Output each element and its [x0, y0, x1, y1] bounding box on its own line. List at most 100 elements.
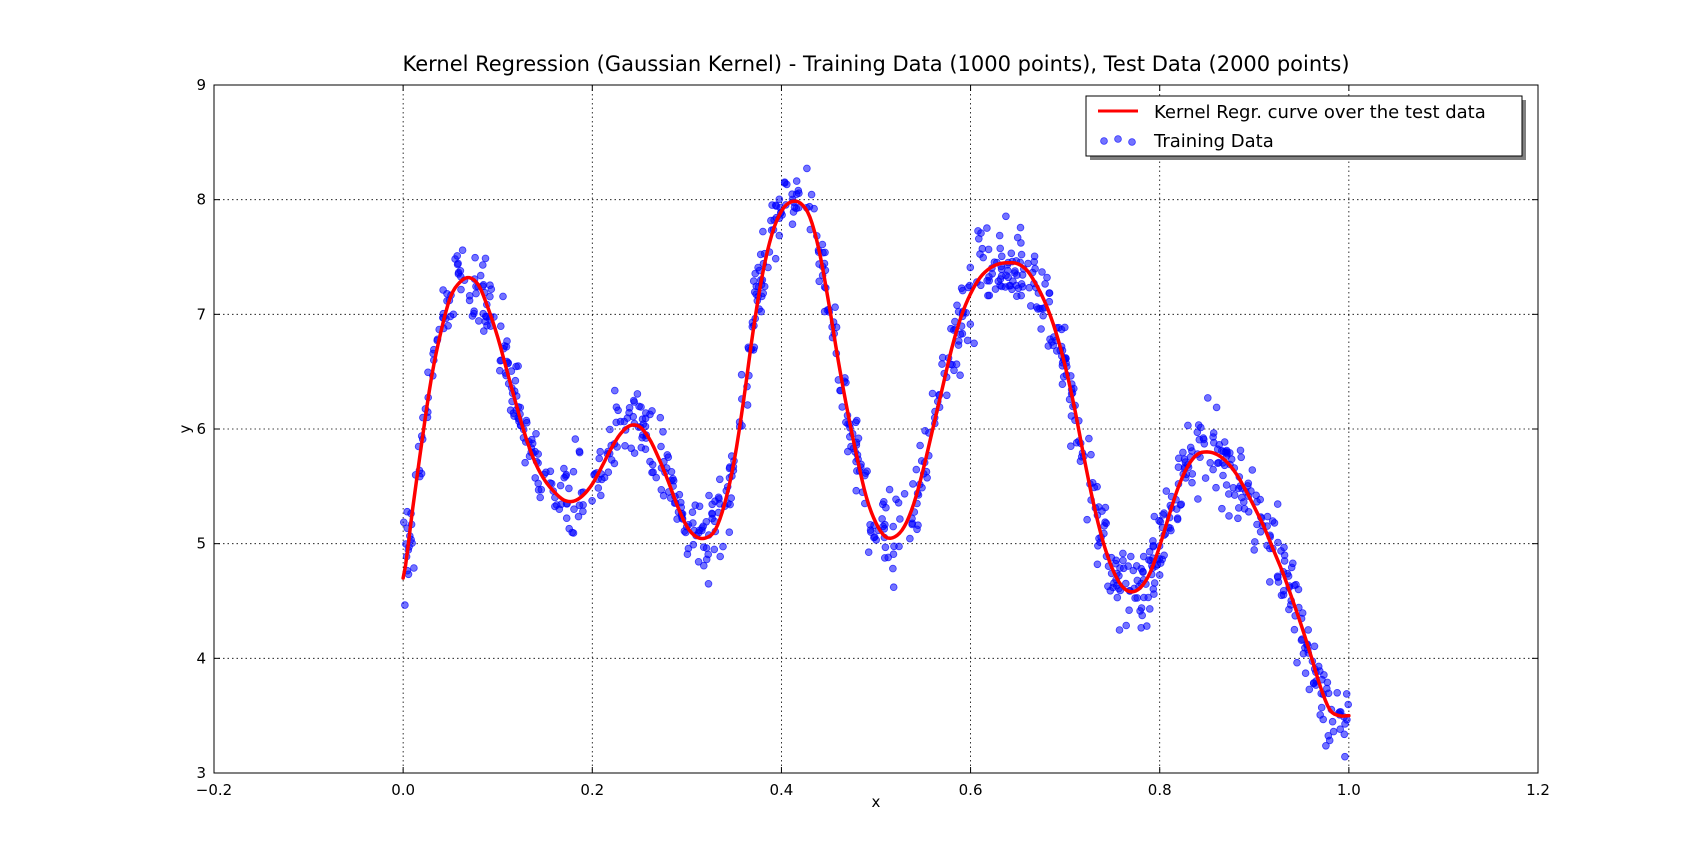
training-data-point [789, 208, 798, 216]
training-data-point [1251, 538, 1259, 546]
training-data-point [664, 453, 673, 462]
training-data-point [1324, 689, 1333, 698]
training-data-point [1290, 625, 1299, 634]
y-axis-ticks: 3 4 5 6 7 8 9 [196, 76, 1538, 782]
training-data-point [689, 540, 698, 549]
training-data-point [1230, 491, 1239, 499]
training-data-point [976, 281, 985, 290]
chart-title: Kernel Regression (Gaussian Kernel) - Tr… [402, 52, 1349, 76]
training-data-point [956, 371, 964, 380]
training-data-point [775, 195, 784, 204]
training-data-point [889, 583, 898, 591]
training-data-point [481, 317, 490, 326]
training-data-point [1210, 438, 1218, 447]
training-data-point [565, 484, 573, 493]
training-data-point [889, 522, 897, 531]
training-data-point [1227, 455, 1236, 464]
training-data-point [1162, 487, 1171, 495]
training-data-point [1294, 585, 1303, 594]
training-data-point [1209, 429, 1218, 437]
training-data-point [1287, 563, 1296, 572]
training-data-point [604, 468, 613, 477]
training-data-point [1248, 466, 1257, 474]
x-tick-label: −0.2 [196, 781, 232, 799]
y-tick-label: 8 [196, 191, 206, 209]
training-data-point [562, 514, 571, 522]
training-data-point [1017, 250, 1026, 259]
training-data-point [1002, 271, 1010, 280]
training-data-point [556, 481, 565, 490]
training-data-point [704, 550, 712, 559]
training-data-point [1240, 504, 1249, 513]
training-data-point [1010, 269, 1019, 277]
training-data-point [1025, 283, 1034, 292]
training-data-point [821, 248, 829, 257]
training-data-point [552, 501, 561, 509]
training-data-point [743, 401, 752, 409]
training-data-point [1344, 700, 1352, 709]
training-data-point [1341, 752, 1349, 761]
training-data-point [1209, 465, 1217, 474]
x-tick-label: 0.2 [580, 781, 604, 799]
training-data-point [882, 503, 890, 512]
training-data-point [1173, 515, 1182, 524]
training-data-point [1310, 642, 1319, 651]
training-data-point [759, 227, 767, 236]
training-data-point [1293, 658, 1301, 667]
training-data-point [1229, 483, 1238, 492]
training-data-point [522, 416, 531, 425]
training-data-point [1236, 446, 1245, 455]
training-data-point [1268, 517, 1277, 525]
training-data-point [496, 322, 505, 331]
training-data-point [534, 479, 542, 488]
training-data-point [985, 276, 993, 285]
training-data-point [983, 224, 991, 232]
training-data-point [1222, 481, 1231, 489]
training-data-point [1137, 564, 1145, 573]
training-data-point [607, 456, 616, 464]
training-data-point [1188, 470, 1197, 478]
training-data-point [896, 515, 904, 523]
training-data-point [1234, 514, 1242, 523]
training-data-point [881, 543, 890, 552]
training-data-point [803, 164, 811, 173]
training-data-point [1325, 736, 1334, 745]
training-data-point [1219, 447, 1228, 456]
training-data-point [737, 370, 746, 379]
training-data-point [1320, 671, 1328, 679]
training-data-point [1219, 471, 1227, 480]
training-data-point [1218, 504, 1226, 513]
training-data-point [1144, 593, 1152, 602]
training-data-point [792, 190, 801, 199]
training-data-point [997, 282, 1006, 291]
training-data-point [885, 485, 894, 494]
training-data-point [588, 496, 596, 505]
training-data-point [472, 289, 480, 298]
training-data-point [716, 552, 724, 561]
training-data-point [1160, 509, 1168, 517]
training-data-point [511, 376, 520, 385]
training-data-point [648, 460, 657, 469]
training-data-point [1133, 576, 1142, 585]
training-data-point [788, 220, 797, 229]
training-data-point [1024, 259, 1032, 268]
training-data-point [958, 286, 967, 295]
training-data-point [616, 417, 625, 426]
training-data-point [754, 263, 762, 272]
training-data-point [657, 442, 665, 451]
training-data-point [1206, 458, 1214, 467]
x-tick-label: 0.4 [769, 781, 793, 799]
training-data-point [457, 285, 465, 294]
training-data-point [864, 548, 873, 556]
training-data-point [1316, 711, 1324, 719]
training-data-point [532, 429, 540, 438]
training-data-point [1067, 412, 1076, 420]
y-tick-label: 7 [196, 305, 206, 323]
training-data-point [715, 499, 724, 508]
training-data-point [699, 543, 708, 551]
training-data-point [1150, 579, 1159, 587]
regression-curve [401, 199, 1351, 718]
training-data-point [952, 360, 961, 369]
